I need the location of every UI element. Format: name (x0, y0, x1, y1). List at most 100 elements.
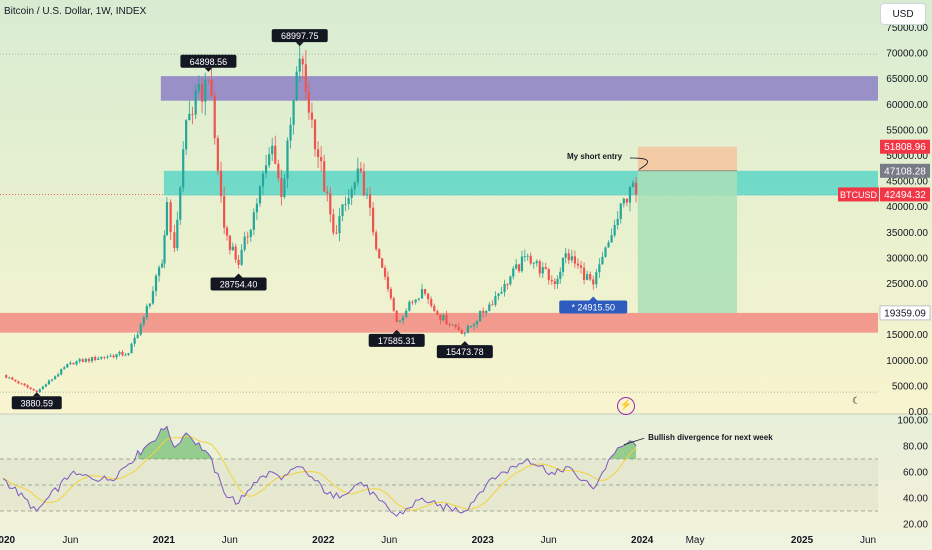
moon-icon: ☾ (852, 396, 861, 407)
candle-body (544, 267, 547, 270)
candle-body (567, 253, 570, 261)
candle-body (151, 291, 155, 304)
candle-body (368, 194, 372, 208)
candle-body (258, 186, 262, 204)
candle-body (54, 376, 57, 380)
price-label-pointer (204, 67, 213, 72)
candle-body (163, 235, 166, 264)
candle-body (213, 96, 216, 139)
time-axis[interactable]: 2020 Jun 2021 Jun 2022 Jun 2023 Jun 2024 May 2025 J… (0, 535, 876, 546)
candle-body (292, 100, 295, 125)
candle-body (535, 261, 538, 264)
price-badge-text: 51808.96 (884, 142, 926, 153)
candle-body (225, 227, 229, 236)
candle-body (332, 214, 335, 233)
candle-body (436, 311, 439, 315)
price-label[interactable]: * 24915.50 (559, 296, 628, 314)
price-label-box (368, 333, 425, 347)
price-axis-tick: 30000.00 (886, 253, 928, 264)
candle-body (576, 263, 580, 266)
price-label[interactable]: 68997.75 (271, 29, 328, 47)
candles[interactable] (5, 44, 638, 393)
time-axis-tick: 2024 (631, 535, 654, 546)
price-axis[interactable]: 75000.00 70000.00 65000.00 60000.00 55000.00… (838, 23, 931, 418)
support-zone[interactable] (0, 312, 878, 333)
short-entry-annotation[interactable]: My short entry (567, 152, 623, 161)
price-label[interactable]: 3880.59 (11, 392, 62, 410)
price-label-pointer (32, 392, 41, 397)
candle-body (286, 140, 289, 179)
candle-body (401, 317, 405, 321)
price-label-text: 3880.59 (20, 398, 53, 408)
price-label[interactable]: 28754.40 (210, 273, 267, 291)
candle-body (295, 71, 298, 101)
price-badge-text: 47108.28 (884, 166, 926, 177)
price-axis-tick: 35000.00 (886, 228, 928, 239)
candle-body (405, 310, 408, 318)
resistance-zone[interactable] (160, 76, 879, 101)
candle-body (423, 289, 427, 294)
rsi-line[interactable] (2, 425, 637, 517)
candle-body (329, 193, 332, 215)
price-label-pointer (589, 296, 598, 301)
candle-body (219, 170, 223, 197)
price-label[interactable]: 64898.56 (180, 54, 237, 72)
price-label-pointer (234, 273, 243, 278)
candle-body (559, 271, 562, 279)
candle-body (41, 386, 44, 390)
stop-loss-zone[interactable] (637, 146, 737, 171)
candle-body (556, 278, 559, 284)
rsi-axis-tick: 20.00 (903, 520, 928, 531)
candle-body (451, 324, 454, 326)
candle-body (503, 284, 506, 293)
divergence-annotation[interactable]: Bullish divergence for next week (648, 433, 773, 442)
candle-body (280, 178, 283, 197)
rsi-fill-segment (198, 442, 203, 459)
candle-body (579, 265, 583, 268)
candle-body (188, 114, 191, 121)
entry-zone[interactable] (163, 170, 878, 196)
candle-body (127, 353, 130, 355)
lightning-bolt-icon[interactable]: ⚡ (617, 397, 635, 415)
candle-body (84, 358, 87, 362)
price-badge-text: 42494.32 (884, 190, 926, 201)
price-label-pointer (392, 329, 401, 334)
candle-body (430, 299, 433, 306)
time-axis-tick: 2020 (0, 535, 16, 546)
rsi-moving-average (2, 435, 637, 511)
candle-body (157, 267, 161, 276)
target-zone[interactable] (637, 170, 737, 313)
candle-body (356, 168, 359, 183)
candle-body (561, 257, 565, 272)
rsi-fill-segment (192, 439, 196, 459)
candle-body (607, 242, 610, 248)
candle-body (494, 296, 497, 305)
candle-body (433, 305, 436, 312)
candle-body (124, 354, 127, 356)
rsi-fill-segment (617, 446, 621, 459)
time-axis-tick: 2021 (153, 535, 176, 546)
price-label-box (271, 29, 328, 43)
candle-body (316, 149, 320, 158)
candle-body (532, 263, 535, 265)
candle-body (44, 384, 48, 387)
candle-body (420, 289, 424, 299)
rsi-pane[interactable]: 100.00 80.00 60.00 40.00 20.00 Bullish diverg… (0, 416, 928, 531)
price-label-pointer (295, 42, 304, 47)
currency-button[interactable]: USD (880, 3, 926, 25)
candle-body (362, 171, 366, 196)
candle-body (365, 194, 369, 196)
rsi-fill-segment (195, 442, 199, 459)
symbol-badge-box (838, 187, 879, 202)
candle-body (78, 359, 81, 362)
candle-body (353, 182, 356, 190)
candle-body (72, 362, 75, 365)
price-label[interactable]: 15473.78 (436, 341, 493, 359)
candle-body (344, 204, 347, 205)
price-label[interactable]: 17585.31 (368, 329, 425, 347)
price-badge-box (879, 305, 931, 321)
price-label-pointer (460, 341, 469, 346)
candle-body (475, 321, 479, 325)
